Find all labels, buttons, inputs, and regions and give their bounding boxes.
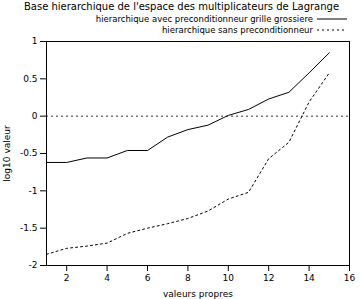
svg-text:-1.5: -1.5 [20, 223, 38, 233]
svg-text:4: 4 [104, 273, 110, 283]
svg-text:10: 10 [223, 273, 235, 283]
svg-text:1: 1 [32, 36, 38, 46]
html-text:hierarchique avec precondition: hierarchique avec preconditionneur grill… [95, 13, 313, 24]
html-text:hierarchique sans precondition: hierarchique sans preconditionneur [162, 24, 313, 35]
svg-text:0: 0 [32, 111, 38, 121]
svg-text:2: 2 [64, 273, 70, 283]
html-text:Base hierarchique de l'espace: Base hierarchique de l'espace des multip… [23, 1, 340, 12]
svg-text:valeurs propres: valeurs propres [163, 289, 233, 299]
svg-text:8: 8 [185, 273, 191, 283]
svg-text:-0.5: -0.5 [20, 148, 38, 158]
svg-text:log10 valeur: log10 valeur [2, 125, 12, 182]
svg-text:12: 12 [263, 273, 274, 283]
svg-text:6: 6 [145, 273, 151, 283]
svg-text:-2: -2 [29, 260, 38, 270]
svg-text:-1: -1 [29, 186, 38, 196]
svg-text:0.5: 0.5 [23, 74, 37, 84]
svg-text:16: 16 [344, 273, 356, 283]
svg-text:14: 14 [303, 273, 315, 283]
